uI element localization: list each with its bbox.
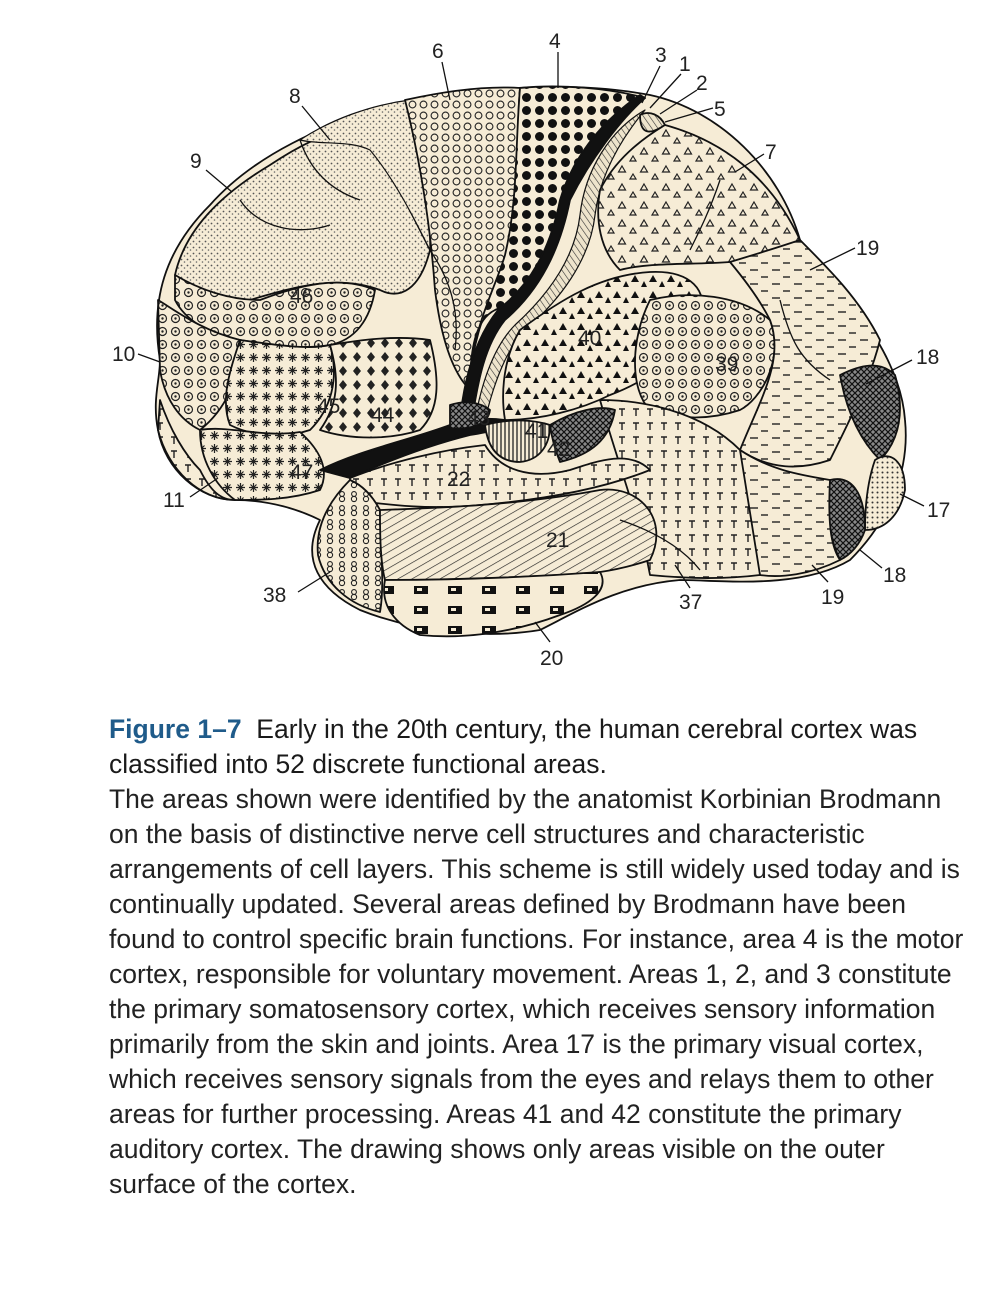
area-17 — [864, 455, 906, 531]
label-area-40: 40 — [578, 327, 601, 350]
area-45 — [224, 339, 335, 437]
label-area-19-lower: 19 — [821, 586, 844, 609]
label-area-3: 3 — [655, 44, 667, 67]
label-area-44: 44 — [371, 404, 395, 427]
area-39 — [634, 294, 776, 419]
area-42 — [549, 407, 616, 463]
label-area-47: 47 — [290, 461, 313, 484]
label-area-38: 38 — [263, 584, 286, 607]
label-area-22: 22 — [447, 468, 470, 491]
caption-headline: Early in the 20th century, the human cer… — [109, 714, 918, 779]
brodmann-areas-diagram: 4 6 3 1 2 5 8 7 9 19 46 40 10 39 18 45 4… — [112, 30, 950, 670]
label-area-5: 5 — [714, 98, 726, 121]
label-area-11: 11 — [163, 489, 185, 512]
label-area-45: 45 — [317, 395, 340, 418]
label-area-17: 17 — [927, 499, 950, 522]
label-area-43: 43 — [467, 407, 490, 430]
label-area-6: 6 — [432, 40, 444, 63]
label-area-41: 41 — [525, 420, 548, 443]
label-area-7: 7 — [765, 141, 777, 164]
label-area-8: 8 — [289, 85, 301, 108]
label-area-18-lower: 18 — [883, 564, 906, 587]
label-area-21: 21 — [546, 529, 569, 552]
label-area-2: 2 — [696, 72, 708, 95]
label-area-42: 42 — [547, 438, 570, 461]
label-area-9: 9 — [190, 150, 202, 173]
leader-lines — [137, 52, 925, 643]
cortex-drawing — [154, 85, 907, 638]
label-area-19-upper: 19 — [856, 237, 879, 260]
label-area-1: 1 — [679, 53, 691, 76]
sylvian-fissure — [319, 417, 506, 479]
label-area-4: 4 — [549, 30, 561, 53]
caption-body: The areas shown were identified by the a… — [109, 784, 964, 1199]
label-area-20: 20 — [540, 647, 563, 670]
area-38 — [316, 479, 384, 613]
area-7 — [597, 124, 801, 271]
label-area-39: 39 — [715, 353, 738, 376]
figure-number: Figure 1–7 — [109, 714, 242, 744]
area-41 — [484, 419, 551, 463]
label-area-37: 37 — [679, 591, 702, 614]
label-area-46: 46 — [290, 285, 313, 308]
label-area-18-upper: 18 — [916, 346, 939, 369]
label-area-10: 10 — [112, 343, 135, 366]
area-18-upper — [839, 364, 901, 461]
area-11 — [157, 399, 236, 501]
area-47 — [199, 427, 325, 501]
caption-headline-block: Figure 1–7 Early in the 20th century, th… — [109, 712, 969, 782]
area-labels: 4 6 3 1 2 5 8 7 9 19 46 40 10 39 18 45 4… — [112, 30, 950, 670]
area-44 — [319, 337, 438, 439]
figure-caption: Figure 1–7 Early in the 20th century, th… — [109, 712, 969, 1202]
area-43 — [449, 401, 491, 430]
area-20 — [383, 571, 604, 638]
area-19-upper — [729, 239, 881, 468]
